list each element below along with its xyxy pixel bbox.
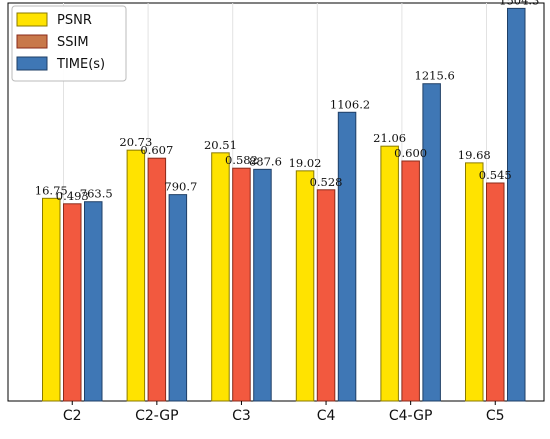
bar-ssim-c4: [316, 189, 336, 402]
bars: [42, 7, 526, 402]
legend-label: SSIM: [57, 35, 89, 50]
data-label: 0.528: [310, 175, 343, 189]
legend-label: TIME(s): [56, 57, 105, 72]
bar-ssim-c3: [232, 167, 251, 402]
data-label: 0.607: [140, 143, 173, 157]
data-label: 0.545: [479, 168, 512, 182]
x-tick-label: C4: [317, 408, 336, 424]
data-label: 19.02: [289, 156, 322, 170]
bar-psnr-c4: [295, 170, 315, 402]
data-label: 763.5: [80, 187, 113, 201]
bar-ssim-c2: [63, 203, 82, 402]
data-label: 19.68: [458, 148, 491, 162]
bar-ssim-c5: [486, 182, 505, 402]
bar-time-s-c3: [253, 168, 272, 402]
x-tick-label: C4-GP: [389, 408, 433, 424]
data-labels: 16.75 20.73 20.51 19.02 21.06 19.68 0.493 0.607…: [35, 0, 540, 203]
x-axis-ticks: C2 C2-GP C3 C4 C4-GP C5: [63, 401, 505, 424]
bar-psnr-c2-gp: [126, 149, 146, 402]
legend-swatch: [16, 12, 48, 27]
bar-time-s-c4-gp: [422, 83, 441, 402]
bar-time-s-c4: [337, 111, 357, 402]
data-label: 1504.3: [499, 0, 539, 7]
data-label: 0.582: [225, 153, 258, 167]
data-label: 21.06: [373, 131, 406, 145]
bar-psnr-c2: [42, 197, 61, 402]
bar-psnr-c3: [211, 152, 230, 402]
data-label: 790.7: [164, 180, 197, 194]
data-label: 16.75: [35, 183, 68, 197]
data-label: 20.51: [204, 138, 237, 152]
bar-psnr-c4-gp: [380, 145, 399, 402]
legend-label: PSNR: [57, 13, 92, 28]
data-label: 887.6: [249, 154, 282, 168]
bar-time-s-c2-gp: [168, 194, 188, 402]
bar-time-s-c5: [507, 7, 526, 402]
data-label: 20.73: [119, 135, 152, 149]
x-tick-label: C2: [63, 408, 82, 424]
bar-psnr-c5: [465, 162, 484, 402]
bar-time-s-c2: [84, 201, 103, 402]
bar-ssim-c4-gp: [401, 160, 420, 402]
data-label: 1215.6: [415, 69, 455, 83]
data-label: 0.600: [394, 146, 427, 160]
legend-swatch: [16, 34, 48, 49]
x-tick-label: C2-GP: [135, 408, 179, 424]
x-tick-label: C5: [486, 408, 505, 424]
legend-swatch: [16, 56, 48, 71]
data-label: 1106.2: [330, 97, 370, 111]
data-label: 0.493: [56, 189, 89, 203]
x-tick-label: C3: [232, 408, 251, 424]
legend: PSNR SSIM TIME(s): [11, 5, 127, 82]
bar-ssim-c2-gp: [147, 157, 167, 402]
